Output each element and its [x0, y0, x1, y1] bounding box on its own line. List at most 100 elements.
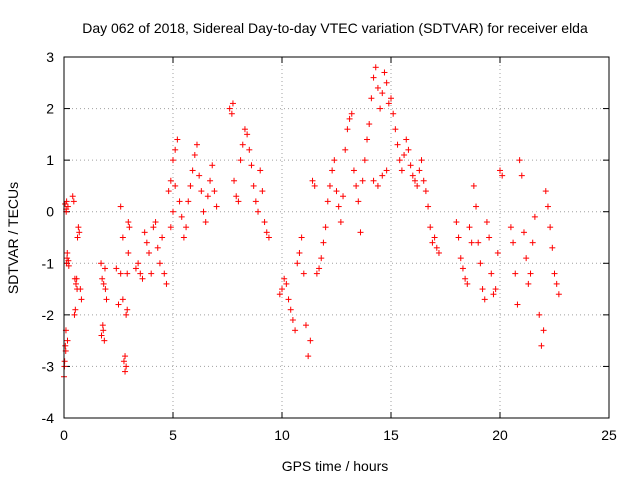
data-point	[113, 265, 120, 272]
data-point	[340, 193, 347, 200]
data-point	[250, 182, 257, 189]
data-point	[287, 306, 294, 313]
data-point	[103, 296, 110, 303]
x-tick-label: 15	[383, 427, 399, 443]
data-point	[335, 203, 342, 210]
data-point	[74, 234, 81, 241]
data-point	[346, 115, 353, 122]
data-point	[344, 126, 351, 133]
data-point	[252, 198, 259, 205]
data-point	[255, 208, 262, 215]
data-point	[102, 286, 109, 293]
data-point	[324, 198, 331, 205]
data-point	[453, 219, 460, 226]
data-point	[170, 157, 176, 164]
data-point	[536, 311, 543, 318]
data-point	[520, 229, 527, 236]
data-point	[435, 249, 442, 256]
data-point	[172, 146, 179, 153]
data-point	[322, 224, 329, 231]
data-point	[479, 286, 486, 293]
data-point	[244, 131, 251, 138]
data-point	[200, 208, 207, 215]
data-point	[202, 219, 209, 226]
data-point	[431, 234, 438, 241]
data-point	[379, 172, 386, 179]
data-point	[475, 239, 482, 246]
data-point	[372, 64, 379, 71]
data-point	[542, 188, 549, 195]
data-point	[61, 358, 68, 365]
data-point	[124, 306, 131, 313]
data-point	[125, 219, 132, 226]
data-point	[125, 249, 132, 256]
data-point	[388, 95, 394, 102]
data-point	[170, 208, 176, 215]
data-point	[302, 322, 309, 329]
data-point	[331, 157, 338, 164]
data-point	[261, 219, 268, 226]
data-point	[464, 280, 471, 287]
x-axis-label: GPS time / hours	[282, 458, 389, 474]
data-point	[523, 255, 530, 262]
data-point	[518, 172, 525, 179]
data-point	[547, 224, 554, 231]
data-point	[459, 265, 466, 272]
data-point	[122, 353, 129, 360]
data-point	[370, 74, 377, 81]
data-point	[98, 332, 105, 339]
data-point	[326, 182, 333, 189]
data-point	[64, 249, 71, 256]
data-point	[377, 105, 384, 112]
data-point	[383, 167, 390, 174]
data-point	[551, 270, 558, 277]
data-point	[370, 177, 377, 184]
data-point	[246, 146, 253, 153]
data-point	[101, 265, 108, 272]
data-point	[494, 249, 501, 256]
data-point	[374, 182, 381, 189]
data-point	[63, 198, 70, 205]
data-point	[139, 275, 146, 282]
data-point	[126, 224, 133, 231]
data-point	[468, 239, 475, 246]
data-point	[294, 260, 301, 267]
data-point	[462, 275, 469, 282]
data-point	[117, 270, 124, 277]
data-point	[62, 342, 69, 349]
data-point	[237, 157, 244, 164]
data-point	[204, 193, 211, 200]
data-point	[333, 188, 340, 195]
data-point	[99, 275, 106, 282]
data-point	[193, 141, 200, 148]
data-point	[159, 234, 166, 241]
data-point	[392, 126, 399, 133]
data-point	[72, 280, 79, 287]
data-point	[143, 239, 150, 246]
data-point	[292, 327, 299, 334]
plot-frame	[63, 56, 610, 419]
data-point	[285, 296, 292, 303]
x-tick-label: 20	[492, 427, 508, 443]
data-point	[296, 249, 303, 256]
data-point	[385, 100, 392, 107]
data-points	[61, 64, 562, 380]
data-point	[516, 157, 523, 164]
data-point	[64, 337, 71, 344]
data-point	[167, 177, 174, 184]
data-point	[473, 203, 480, 210]
data-point	[233, 193, 240, 200]
data-point	[99, 322, 106, 329]
data-point	[100, 280, 107, 287]
data-point	[231, 177, 238, 184]
y-tick-label: -1	[42, 255, 55, 271]
data-point	[492, 286, 499, 293]
data-point	[309, 177, 316, 184]
data-point	[350, 167, 357, 174]
data-point	[401, 151, 408, 158]
data-point	[398, 167, 405, 174]
data-point	[123, 363, 130, 370]
data-point	[529, 239, 536, 246]
data-point	[307, 337, 314, 344]
